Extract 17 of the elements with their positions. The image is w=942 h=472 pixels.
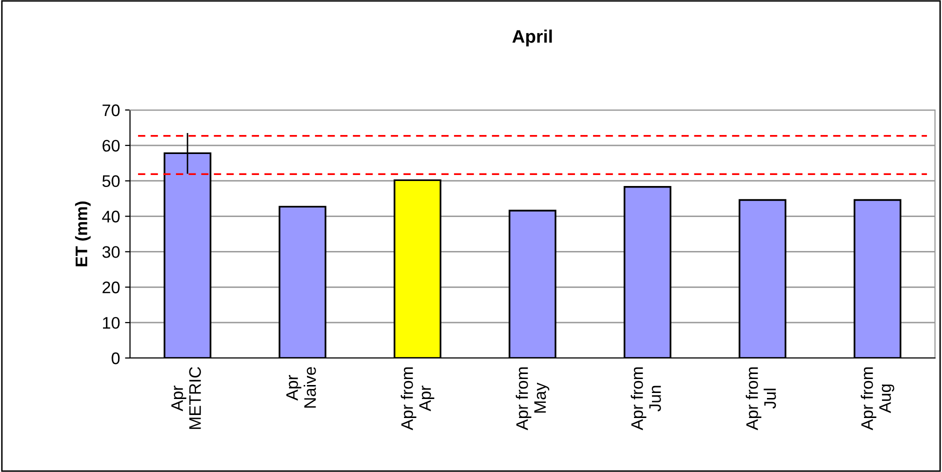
y-tick-label: 30 — [102, 246, 120, 258]
y-tick-label: 60 — [102, 140, 120, 152]
x-tick-label: Apr METRIC — [171, 366, 201, 429]
chart-title: April — [512, 30, 552, 46]
y-tick-label: 40 — [102, 210, 120, 222]
x-tick-label: Apr from May — [516, 367, 550, 430]
x-tick-label: Apr from Jul — [746, 367, 776, 430]
x-tick-label: Apr Naive — [286, 367, 316, 408]
y-tick-label: 20 — [102, 282, 120, 294]
y-tick-label: 0 — [112, 352, 120, 364]
y-tick-label: 10 — [103, 316, 120, 329]
y-tick-label: 70 — [102, 104, 120, 116]
y-tick-label: 50 — [102, 175, 120, 188]
x-tick-label: Apr from Jun — [630, 367, 661, 430]
x-tick-label: Apr from Apr — [400, 367, 434, 430]
x-tick-label: Apr from Aug — [860, 367, 894, 430]
y-axis-title: ET (mm) — [75, 201, 91, 266]
